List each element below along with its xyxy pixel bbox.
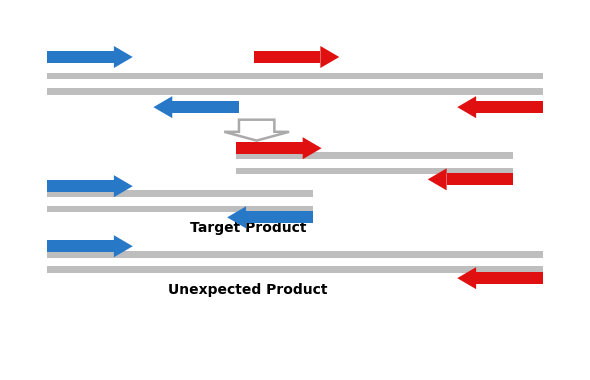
Text: Target Product: Target Product [189, 221, 306, 235]
Bar [47, 251, 543, 258]
Bar [172, 101, 239, 113]
Bar [47, 190, 313, 197]
Polygon shape [224, 120, 289, 141]
Polygon shape [320, 46, 339, 68]
Polygon shape [114, 46, 133, 68]
Bar [47, 180, 114, 192]
Polygon shape [457, 96, 476, 118]
Bar [47, 240, 114, 252]
Bar [447, 173, 513, 185]
Polygon shape [227, 206, 246, 228]
Bar [47, 88, 543, 95]
Bar [254, 51, 320, 63]
Polygon shape [303, 137, 322, 159]
Polygon shape [153, 96, 172, 118]
Polygon shape [114, 175, 133, 197]
Bar [236, 142, 303, 154]
Text: Unexpected Product: Unexpected Product [168, 283, 327, 296]
Bar [236, 168, 513, 174]
Polygon shape [457, 267, 476, 289]
Bar [476, 101, 543, 113]
Bar [246, 211, 313, 223]
Bar [47, 51, 114, 63]
Bar [236, 152, 513, 159]
Bar [47, 266, 543, 273]
Bar [476, 272, 543, 284]
Polygon shape [114, 235, 133, 257]
Bar [47, 73, 543, 79]
Polygon shape [428, 168, 447, 190]
Bar [47, 206, 313, 212]
